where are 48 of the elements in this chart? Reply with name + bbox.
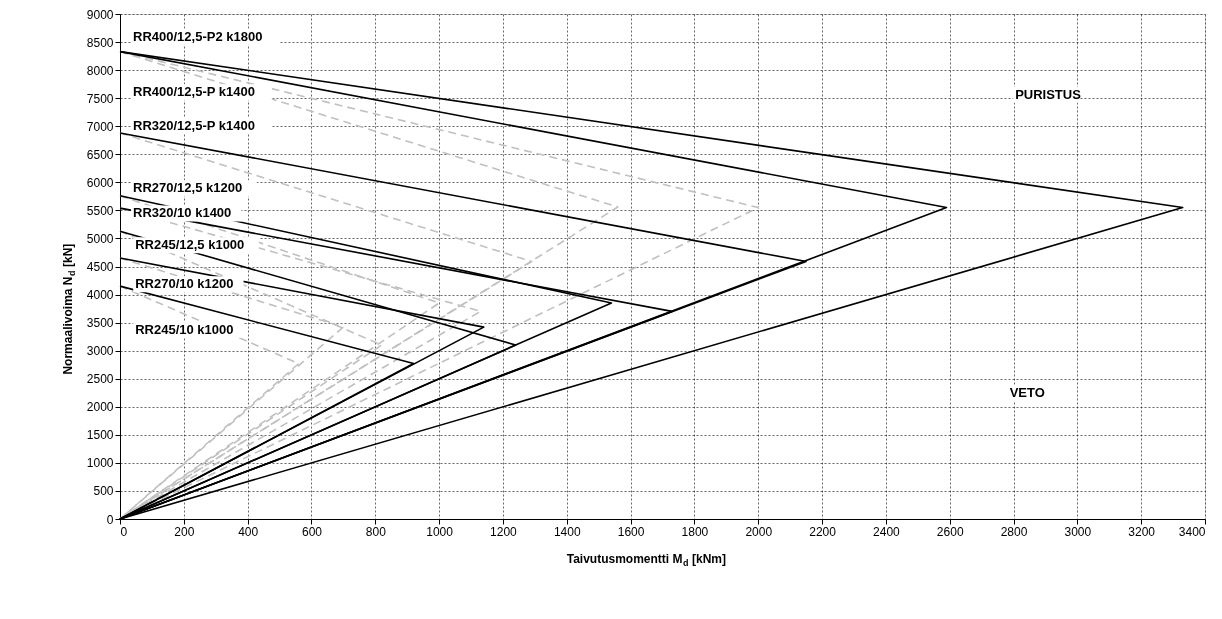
y-tick-label: 1500 — [86, 428, 114, 443]
x-tick-label: 800 — [365, 524, 387, 539]
annotation: RR400/12,5-P k1400 — [133, 84, 255, 100]
annotation: RR400/12,5-P2 k1800 — [133, 28, 263, 44]
x-tick-label: 3400 — [1178, 524, 1206, 539]
x-tick-label: 2000 — [745, 524, 773, 539]
y-axis-title: Normaalivoima Nd [kN] — [61, 243, 77, 375]
x-tick-label: 200 — [174, 524, 195, 539]
y-tick-label: 3000 — [86, 344, 114, 359]
x-tick-label: 2800 — [1000, 524, 1028, 539]
annotation: RR245/12,5 k1000 — [135, 237, 245, 253]
y-tick-label: 6500 — [86, 147, 114, 162]
x-tick-label: 2400 — [873, 524, 901, 539]
y-tick-label: 8000 — [86, 63, 114, 78]
annotation: RR270/12,5 k1200 — [133, 180, 243, 196]
annotation: RR270/10 k1200 — [135, 276, 234, 292]
x-tick-label: 600 — [301, 524, 323, 539]
x-tick-label: 3000 — [1064, 524, 1092, 539]
x-tick-label: 1600 — [617, 524, 645, 539]
x-tick-label: 1400 — [553, 524, 581, 539]
y-tick-label: 7000 — [86, 119, 114, 134]
x-tick-label: 1800 — [681, 524, 709, 539]
y-tick-label: 3500 — [86, 316, 114, 331]
y-tick-label: 1000 — [86, 456, 114, 471]
y-tick-label: 4500 — [86, 260, 114, 274]
annotation: VETO — [1009, 384, 1045, 400]
x-tick-label: 0 — [120, 524, 128, 539]
y-tick-label: 9000 — [86, 7, 114, 22]
annotation: RR320/12,5-P k1400 — [133, 118, 255, 134]
annotation: PURISTUS — [1015, 86, 1082, 102]
x-tick-label: 400 — [238, 524, 259, 539]
y-tick-label: 8500 — [86, 35, 114, 50]
y-tick-label: 5500 — [86, 203, 114, 218]
annotation: RR320/10 k1400 — [133, 205, 232, 221]
y-tick-label: 0 — [106, 512, 114, 527]
x-tick-label: 1000 — [426, 524, 454, 539]
y-tick-label: 5000 — [86, 231, 114, 246]
x-tick-label: 2200 — [809, 524, 837, 539]
x-tick-label: 1200 — [490, 524, 518, 539]
y-tick-label: 500 — [93, 484, 114, 499]
y-tick-label: 2500 — [86, 372, 114, 387]
x-tick-label: 3200 — [1128, 524, 1156, 539]
y-tick-label: 7500 — [86, 91, 114, 106]
y-tick-label: 4000 — [86, 288, 114, 303]
annotation: RR245/10 k1000 — [135, 321, 234, 337]
y-tick-label: 2000 — [86, 400, 114, 415]
y-tick-label: 6000 — [86, 175, 114, 190]
x-tick-label: 2600 — [936, 524, 964, 539]
